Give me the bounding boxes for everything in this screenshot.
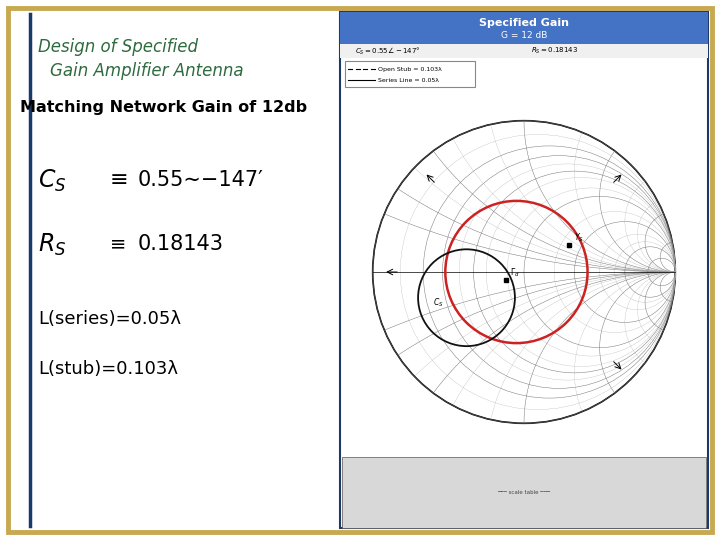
Text: Gain Amplifier Antenna: Gain Amplifier Antenna bbox=[50, 62, 243, 80]
Text: Design of Specified: Design of Specified bbox=[38, 38, 198, 56]
Bar bbox=[345, 61, 475, 87]
Bar bbox=[342, 457, 706, 528]
Text: $Y_S$: $Y_S$ bbox=[574, 231, 584, 244]
Bar bbox=[340, 12, 708, 528]
Text: $\mathit{R}_\mathit{S}$: $\mathit{R}_\mathit{S}$ bbox=[38, 232, 66, 258]
Text: L(series)=0.05λ: L(series)=0.05λ bbox=[38, 310, 181, 328]
Text: 0.55∼−147′: 0.55∼−147′ bbox=[138, 170, 264, 190]
Bar bbox=[340, 44, 708, 58]
Text: $C_S = 0.55\angle -147°$: $C_S = 0.55\angle -147°$ bbox=[355, 45, 420, 57]
Circle shape bbox=[373, 121, 675, 423]
Text: 0.18143: 0.18143 bbox=[138, 234, 224, 254]
Text: ≡: ≡ bbox=[110, 170, 129, 190]
Text: $R_S = 0.18143$: $R_S = 0.18143$ bbox=[531, 46, 579, 56]
Text: ─── scale table ───: ─── scale table ─── bbox=[498, 490, 551, 495]
Text: $C_S$: $C_S$ bbox=[433, 296, 444, 309]
Text: Open Stub = 0.103λ: Open Stub = 0.103λ bbox=[378, 66, 442, 71]
Text: $\Gamma_d$: $\Gamma_d$ bbox=[510, 266, 520, 279]
Text: Specified Gain: Specified Gain bbox=[479, 18, 569, 28]
Text: G = 12 dB: G = 12 dB bbox=[501, 31, 547, 40]
Text: L(stub)=0.103λ: L(stub)=0.103λ bbox=[38, 360, 178, 378]
Text: ≡: ≡ bbox=[110, 234, 127, 253]
Text: Matching Network Gain of 12db: Matching Network Gain of 12db bbox=[20, 100, 307, 115]
Text: Series Line = 0.05λ: Series Line = 0.05λ bbox=[378, 78, 439, 83]
Text: $\mathit{C}_\mathit{S}$: $\mathit{C}_\mathit{S}$ bbox=[38, 168, 66, 194]
Bar bbox=[340, 12, 708, 44]
